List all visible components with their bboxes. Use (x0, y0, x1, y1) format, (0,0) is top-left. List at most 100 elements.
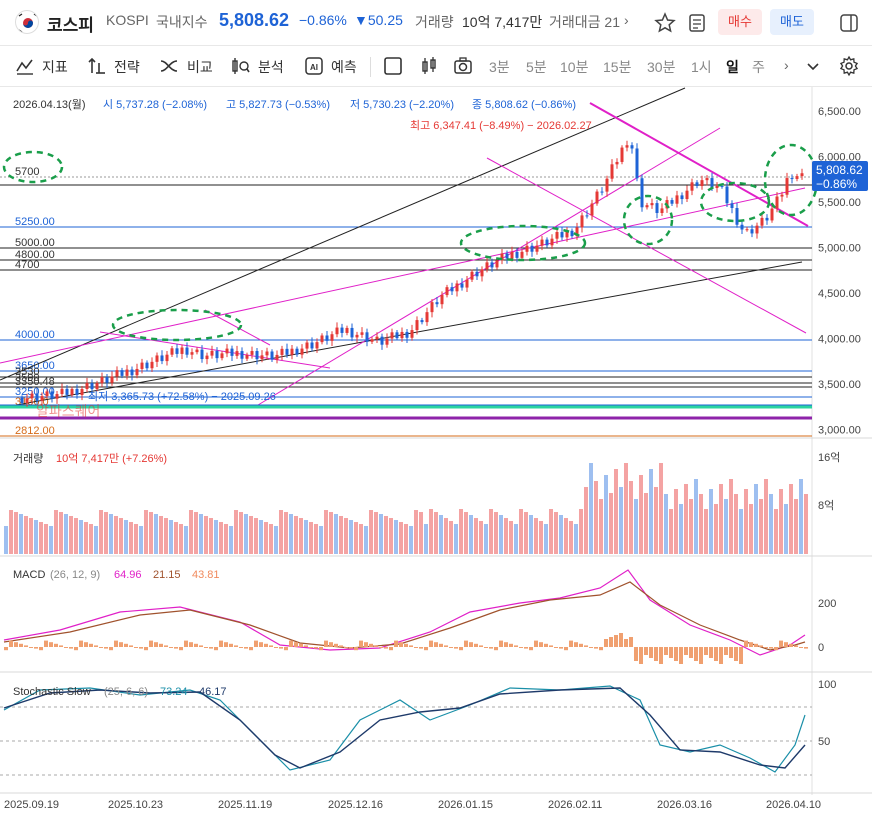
volume-bar (784, 504, 788, 554)
price-chart[interactable]: 57005250.005000.004800.0047004000.003650… (0, 87, 872, 819)
macd-histogram-bar (524, 647, 528, 649)
macd-histogram-bar (754, 643, 758, 647)
volume-bar (254, 518, 258, 554)
candle-body (270, 351, 274, 360)
forecast-button[interactable]: 예측 (331, 59, 357, 75)
interval-day[interactable]: 일 (726, 59, 739, 75)
macd-histogram-bar (119, 642, 123, 647)
compare-button[interactable]: 비교 (187, 59, 213, 75)
macd-value-1: 64.96 (114, 569, 142, 581)
interval-scroll-right-icon[interactable]: › (784, 57, 789, 73)
annotation-ellipses (2, 143, 819, 342)
volume-bar (539, 521, 543, 554)
svg-text:AI: AI (310, 63, 318, 72)
volume-bar (609, 493, 613, 554)
price-axis-label: 3,500.00 (818, 379, 861, 391)
candle-type-icon[interactable] (418, 55, 440, 77)
sidebar-toggle-icon[interactable] (838, 12, 860, 34)
strategy-icon[interactable] (86, 55, 108, 77)
volume-bar (484, 524, 488, 554)
candle-body (315, 342, 319, 349)
candle-body (455, 283, 459, 292)
volume-bar (504, 518, 508, 554)
candle-body (560, 232, 564, 238)
trendlines (0, 87, 812, 420)
ai-icon[interactable]: AI (303, 55, 325, 77)
analysis-button[interactable]: 분석 (258, 59, 284, 75)
header-next-icon[interactable]: › (624, 12, 629, 28)
volume-bar (629, 481, 633, 554)
macd-histogram-bar (444, 645, 448, 647)
macd-histogram-bar (774, 647, 778, 651)
interval-week[interactable]: 주 (752, 59, 765, 75)
volume-bar (524, 512, 528, 554)
volume-bar (294, 516, 298, 554)
macd-histogram-bar (429, 640, 433, 647)
candle-body (320, 335, 324, 343)
candle-body (60, 388, 64, 395)
candle-body (570, 230, 574, 237)
ohlc-close: 종 5,808.62 (−0.86%) (472, 99, 576, 111)
volume-bar (349, 520, 353, 554)
interval-5m[interactable]: 5분 (526, 59, 547, 75)
macd-histogram-bar (294, 642, 298, 647)
candle-body (415, 320, 419, 331)
camera-icon[interactable] (452, 55, 474, 77)
candle-body (305, 342, 309, 349)
volume-bar (79, 520, 83, 554)
interval-1h[interactable]: 1시 (691, 59, 712, 75)
sell-button[interactable]: 매도 (770, 9, 814, 35)
macd-histogram-bar (184, 640, 188, 647)
interval-3m[interactable]: 3분 (489, 59, 510, 75)
interval-30m[interactable]: 30분 (647, 59, 676, 75)
volume-bar (639, 475, 643, 554)
memo-icon[interactable] (686, 12, 708, 34)
interval-10m[interactable]: 10분 (560, 59, 589, 75)
volume-bar (24, 516, 28, 554)
candle-body (400, 331, 404, 339)
volume-bar (344, 518, 348, 554)
macd-histogram-bar (749, 642, 753, 647)
gear-icon[interactable] (838, 55, 860, 77)
candle-body (80, 389, 84, 395)
volume-bar (679, 504, 683, 554)
volume-bar (289, 514, 293, 554)
chevron-down-icon[interactable] (802, 55, 824, 77)
volume-bar (49, 526, 53, 554)
star-icon[interactable] (654, 12, 676, 34)
candle-body (485, 262, 489, 270)
macd-histogram-bar (794, 645, 798, 647)
volume-bar (219, 522, 223, 554)
interval-15m[interactable]: 15분 (603, 59, 632, 75)
candle-body (140, 362, 144, 369)
trade-value-label: 거래대금 21 (549, 14, 620, 30)
buy-button[interactable]: 매수 (718, 9, 762, 35)
volume-bar (619, 487, 623, 554)
volume-bar (109, 514, 113, 554)
candle-body (690, 182, 694, 191)
candle-body (330, 334, 334, 341)
macd-histogram-bar (549, 645, 553, 647)
macd-axis-200: 200 (818, 598, 836, 610)
candle-body (790, 178, 794, 180)
candle-body (50, 391, 54, 399)
candle-body (700, 180, 704, 187)
strategy-button[interactable]: 전략 (114, 59, 140, 75)
compare-icon[interactable] (158, 55, 180, 77)
candle-body (465, 279, 469, 288)
candle-body (255, 351, 259, 360)
volume-bar (434, 512, 438, 554)
indicator-icon[interactable] (14, 55, 36, 77)
macd-histogram-bar (449, 647, 453, 648)
candle-body (200, 349, 204, 360)
macd-histogram-bar (784, 642, 788, 647)
volume-axis-max: 16억 (818, 451, 840, 464)
square-tool-icon[interactable] (382, 55, 404, 77)
watermark-logo: 알파스퀘어 (36, 403, 100, 419)
macd-histogram-bar (384, 647, 388, 649)
indicator-button[interactable]: 지표 (42, 59, 68, 75)
volume-bar (189, 510, 193, 554)
candle-body (705, 178, 709, 181)
macd-histogram-bar (134, 647, 138, 648)
analysis-icon[interactable] (229, 55, 251, 77)
